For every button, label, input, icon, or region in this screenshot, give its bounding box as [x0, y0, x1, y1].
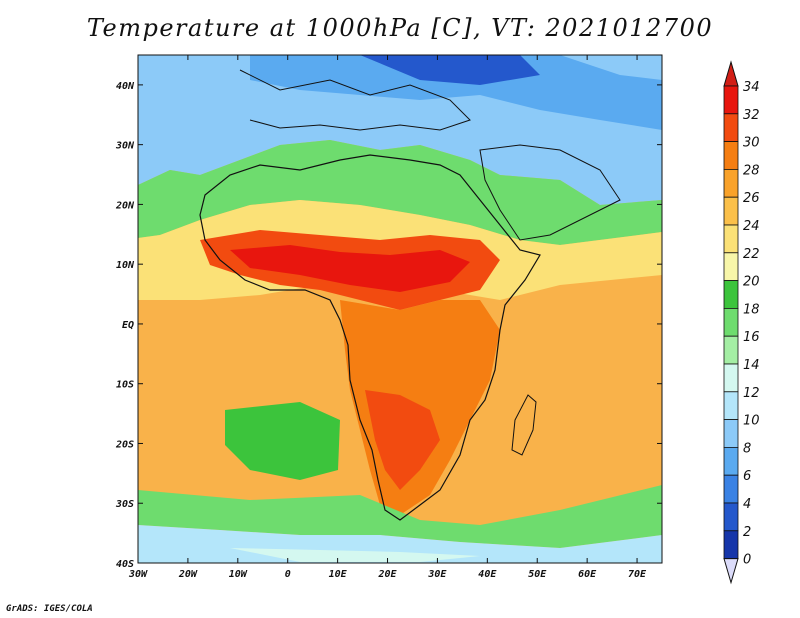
lat-tick-label: 30S [115, 499, 134, 510]
colorbar-segment [723, 446, 739, 476]
madagascar-outline [511, 394, 537, 456]
colorbar-label: 22 [743, 247, 760, 262]
colorbar-segment [723, 530, 739, 559]
colorbar-label: 0 [743, 553, 751, 568]
lon-tick-label: 60E [578, 569, 597, 580]
lat-tick-label: 20S [115, 439, 134, 450]
colorbar-label: 30 [743, 136, 760, 151]
lat-tick-label: 10S [116, 380, 134, 391]
lat-tick-label: 10N [116, 260, 135, 271]
colorbar-label: 8 [743, 441, 751, 456]
lon-tick-label: 30W [128, 569, 148, 580]
arabia-outline [479, 144, 621, 241]
colorbar-segment [723, 113, 739, 143]
lon-tick-label: 0 [285, 569, 291, 580]
lon-tick-label: 20E [377, 569, 397, 580]
colorbar-label: 18 [743, 302, 760, 317]
colorbar-segment [723, 280, 739, 309]
map-frame [137, 54, 663, 564]
colorbar-label: 12 [743, 386, 760, 401]
colorbar-segment [723, 502, 739, 532]
colorbar-top-arrow [723, 60, 739, 87]
colorbar-label: 34 [743, 80, 760, 95]
lat-tick-label: EQ [122, 320, 134, 331]
lat-axis: 40N 30N 20N 10N EQ 10S 20S 30S 40S [115, 81, 662, 570]
colorbar-label: 10 [743, 414, 760, 429]
coastline [199, 154, 541, 521]
colorbar-segment [723, 196, 739, 226]
colorbar-segment [723, 141, 739, 170]
lon-tick-label: 20W [178, 569, 198, 580]
colorbar-segment [723, 168, 739, 198]
lon-axis: 30W 20W 10W 0 10E 20E 30E 40E 50E 60E 70E [128, 55, 647, 580]
map-title: Temperature at 1000hPa [C], VT: 20210127… [86, 14, 714, 42]
colorbar-segment [723, 363, 739, 393]
lon-tick-label: 10E [329, 569, 348, 580]
colorbar-label: 16 [743, 330, 760, 345]
colorbar-label: 4 [743, 497, 751, 512]
colorbar-label: 28 [743, 163, 760, 178]
colorbar-label: 2 [743, 525, 751, 540]
lat-tick-label: 30N [115, 141, 135, 152]
colorbar-label: 20 [743, 275, 760, 290]
colorbar-segment [723, 419, 739, 448]
temperature-field [138, 55, 662, 563]
colorbar-label: 32 [743, 108, 760, 123]
lon-tick-label: 50E [528, 569, 547, 580]
colorbar-segment [723, 335, 739, 365]
colorbar-label: 26 [743, 191, 760, 206]
lat-tick-label: 20N [115, 200, 135, 211]
colorbar-bottom-arrow [723, 558, 739, 585]
colorbar-segment [723, 224, 739, 254]
colorbar-label: 14 [743, 358, 760, 373]
lat-tick-label: 40N [116, 81, 135, 92]
colorbar-label: 24 [743, 219, 760, 234]
lon-tick-label: 70E [628, 569, 647, 580]
lon-tick-label: 10W [229, 569, 248, 580]
lon-tick-label: 30E [427, 569, 447, 580]
lon-tick-label: 40E [478, 569, 497, 580]
lat-tick-label: 40S [116, 559, 134, 570]
colorbar-segment [723, 474, 739, 504]
colorbar-label: 6 [743, 469, 751, 484]
colorbar-segment [723, 252, 739, 282]
colorbar-segment [723, 85, 739, 115]
europe-coastline [239, 69, 471, 131]
colorbar-segment [723, 307, 739, 337]
grads-credit: GrADS: IGES/COLA [6, 604, 93, 614]
colorbar-segment [723, 391, 739, 420]
